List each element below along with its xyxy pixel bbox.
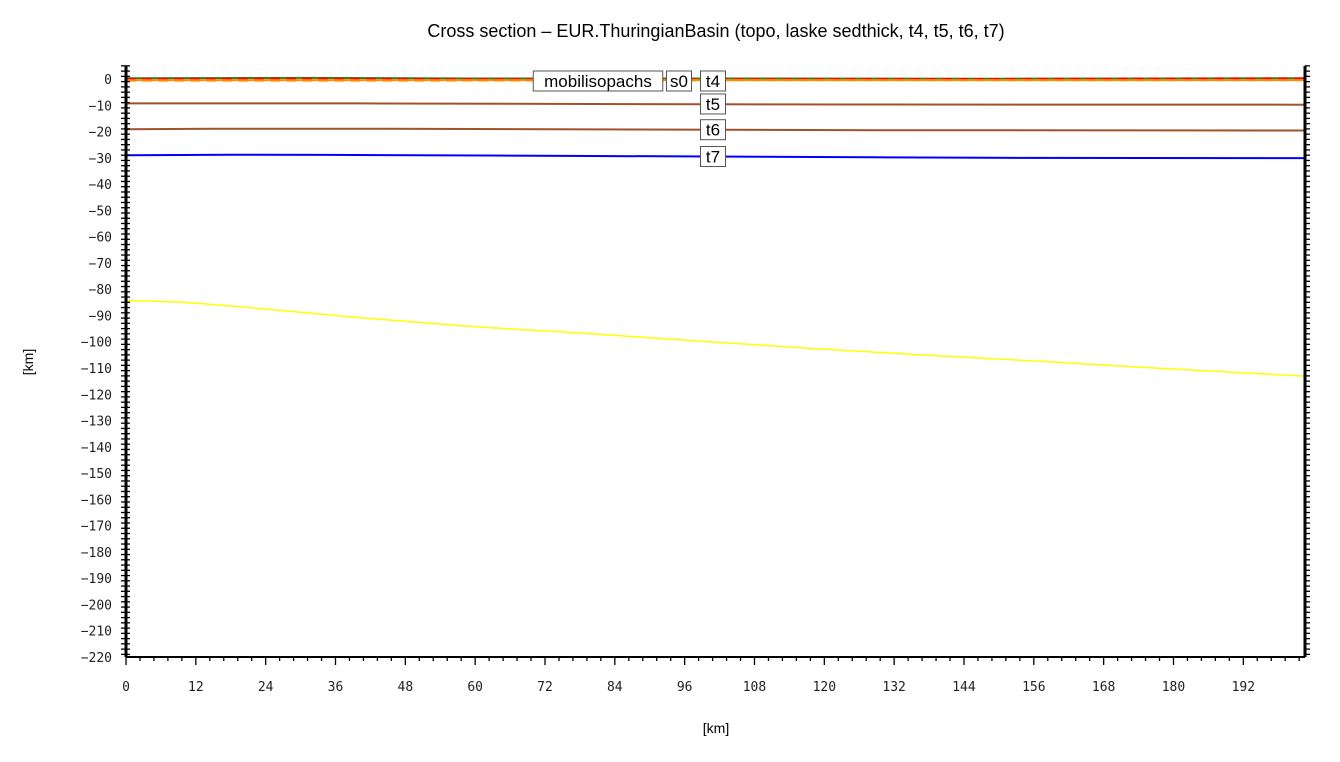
line-labels-layer: mobilisopachs s0 t4 t5 t6 t7 bbox=[532, 70, 726, 168]
y-tick-label: −150 bbox=[81, 467, 112, 482]
y-tick-label: −70 bbox=[89, 257, 112, 272]
line-label-box bbox=[532, 70, 664, 92]
line-label-text: t5 bbox=[706, 95, 720, 114]
line-label-box bbox=[700, 70, 726, 92]
line-label-t6: t6 bbox=[700, 119, 726, 141]
x-tick-label: 180 bbox=[1162, 680, 1185, 695]
line-label-t7: t7 bbox=[700, 146, 726, 168]
y-tick-label: −180 bbox=[81, 546, 112, 561]
x-tick-label: 168 bbox=[1092, 680, 1115, 695]
line-label-t4: t4 bbox=[700, 70, 726, 92]
x-tick-label: 12 bbox=[188, 680, 204, 695]
y-tick-label: −110 bbox=[81, 362, 112, 377]
line-label-text: s0 bbox=[670, 72, 688, 91]
line-label-t5: t5 bbox=[700, 93, 726, 115]
series-line-t7 bbox=[125, 153, 1306, 160]
x-tick-label: 36 bbox=[328, 680, 344, 695]
y-tick-label: −20 bbox=[89, 126, 112, 141]
line-label-text: t7 bbox=[706, 148, 720, 167]
x-tick-label: 192 bbox=[1232, 680, 1255, 695]
x-tick-label: 72 bbox=[537, 680, 553, 695]
y-tick-label: −140 bbox=[81, 441, 112, 456]
y-axis-label: [km] bbox=[20, 349, 36, 375]
x-tick-label: 24 bbox=[258, 680, 274, 695]
y-tick-label: −60 bbox=[89, 231, 112, 246]
y-tick-label: −30 bbox=[89, 152, 112, 167]
y-tick-label: −50 bbox=[89, 204, 112, 219]
x-tick-label: 156 bbox=[1022, 680, 1045, 695]
series-line-unnamed-7 bbox=[125, 299, 1306, 377]
line-label-box bbox=[700, 93, 726, 115]
line-label-box bbox=[700, 146, 726, 168]
line-label-text: mobilisopachs bbox=[544, 72, 652, 91]
line-label-mobilisopachs: mobilisopachs bbox=[532, 70, 664, 92]
line-label-box bbox=[666, 70, 692, 92]
series-line-t5 bbox=[126, 102, 1306, 106]
x-tick-label: 96 bbox=[677, 680, 693, 695]
y-tick-label: −120 bbox=[81, 388, 112, 403]
y-tick-label: −220 bbox=[81, 651, 112, 666]
y-tick-label: 0 bbox=[104, 73, 112, 88]
x-axis-label: [km] bbox=[703, 720, 729, 736]
y-tick-label: −200 bbox=[81, 598, 112, 613]
series-line-t6 bbox=[125, 127, 1306, 132]
chart-title: Cross section – EUR.ThuringianBasin (top… bbox=[427, 21, 1004, 41]
line-label-text: t6 bbox=[706, 121, 720, 140]
y-tick-label: −80 bbox=[89, 283, 112, 298]
axes-layer: 0 −10 −20 −30 −40 −50 −60 −70 −80 −90 −100 −110 −120… bbox=[81, 65, 1310, 695]
y-tick-label: −100 bbox=[81, 336, 112, 351]
y-tick-label: −190 bbox=[81, 572, 112, 587]
line-label-s0: s0 bbox=[666, 70, 692, 92]
y-tick-label: −90 bbox=[89, 309, 112, 324]
x-tick-label: 60 bbox=[467, 680, 483, 695]
y-tick-label: −160 bbox=[81, 493, 112, 508]
y-tick-label: −40 bbox=[89, 178, 112, 193]
y-tick-label: −210 bbox=[81, 625, 112, 640]
y-tick-label: −10 bbox=[89, 99, 112, 114]
line-label-text: t4 bbox=[706, 72, 720, 91]
x-tick-label: 0 bbox=[122, 680, 130, 695]
x-tick-label: 120 bbox=[813, 680, 836, 695]
x-tick-label: 84 bbox=[607, 680, 623, 695]
x-tick-label: 108 bbox=[743, 680, 766, 695]
x-tick-label: 132 bbox=[882, 680, 905, 695]
y-tick-label: −130 bbox=[81, 415, 112, 430]
line-label-box bbox=[700, 119, 726, 141]
x-tick-label: 48 bbox=[398, 680, 414, 695]
x-tick-label: 144 bbox=[952, 680, 976, 695]
y-tick-label: −170 bbox=[81, 520, 112, 535]
